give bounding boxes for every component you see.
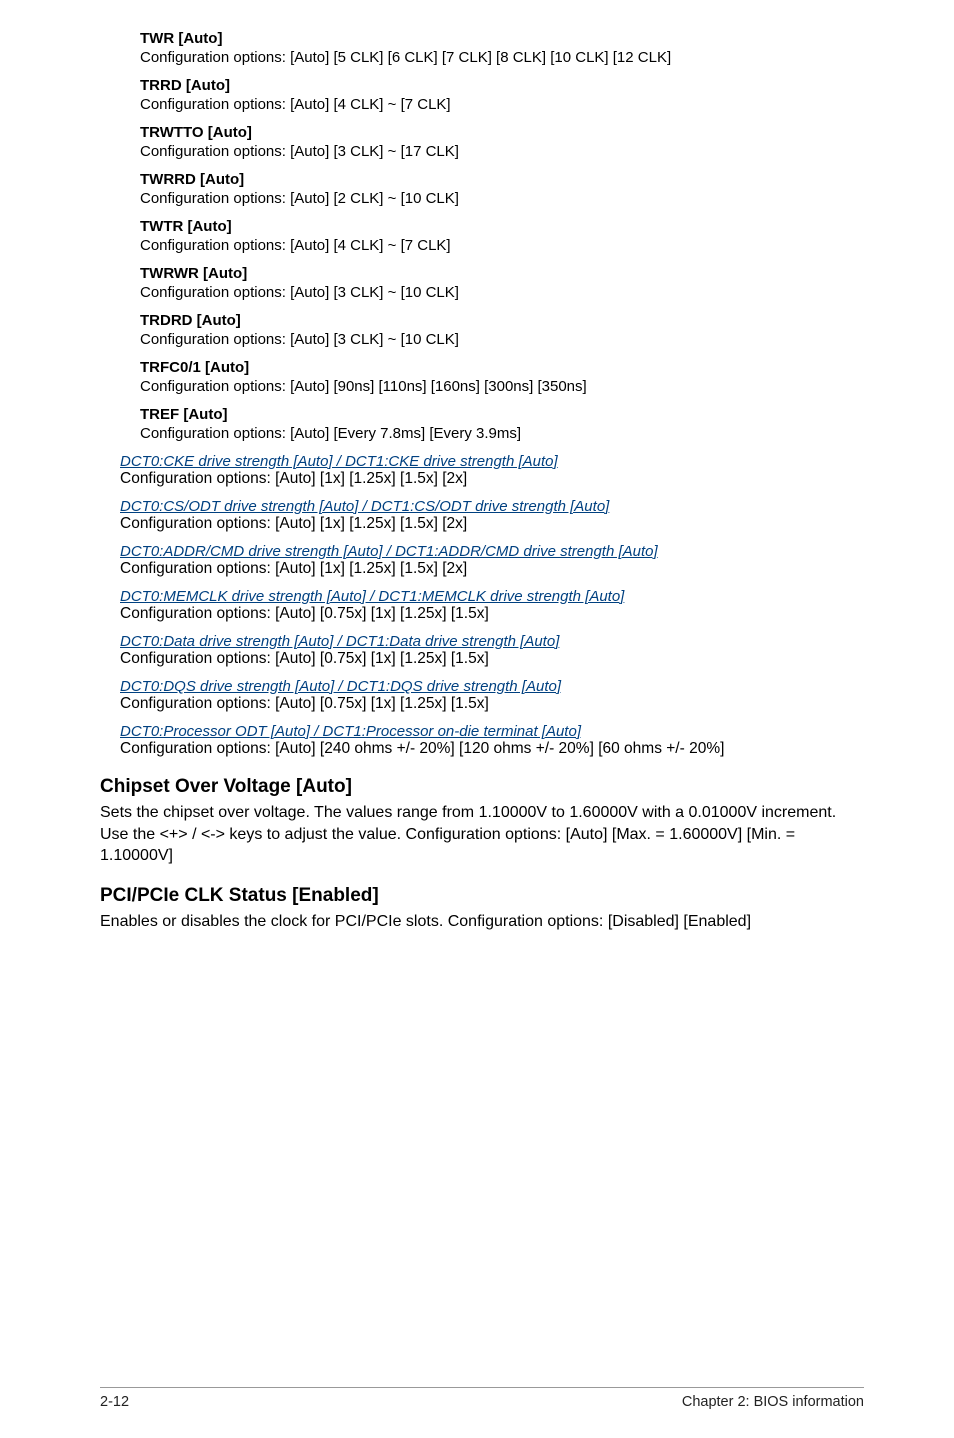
timing-desc: Configuration options: [Auto] [3 CLK] ~ … xyxy=(140,284,864,301)
drive-link[interactable]: DCT0:CKE drive strength [Auto] / DCT1:CK… xyxy=(120,453,864,470)
drive-desc: Configuration options: [Auto] [240 ohms … xyxy=(120,740,864,758)
footer-chapter-label: Chapter 2: BIOS information xyxy=(682,1394,864,1410)
timing-title: TREF [Auto] xyxy=(140,406,864,423)
timing-item: TWRWR [Auto] Configuration options: [Aut… xyxy=(140,265,864,301)
timing-desc: Configuration options: [Auto] [Every 7.8… xyxy=(140,425,864,442)
timing-desc: Configuration options: [Auto] [90ns] [11… xyxy=(140,378,864,395)
timing-list: TWR [Auto] Configuration options: [Auto]… xyxy=(140,30,864,442)
drive-desc: Configuration options: [Auto] [0.75x] [1… xyxy=(120,605,864,623)
drive-link[interactable]: DCT0:MEMCLK drive strength [Auto] / DCT1… xyxy=(120,588,864,605)
timing-title: TWTR [Auto] xyxy=(140,218,864,235)
drive-link[interactable]: DCT0:DQS drive strength [Auto] / DCT1:DQ… xyxy=(120,678,864,695)
drive-link[interactable]: DCT0:CS/ODT drive strength [Auto] / DCT1… xyxy=(120,498,864,515)
section-pci-title: PCI/PCIe CLK Status [Enabled] xyxy=(100,885,864,907)
drive-strength-list: DCT0:CKE drive strength [Auto] / DCT1:CK… xyxy=(120,453,864,758)
drive-desc: Configuration options: [Auto] [1x] [1.25… xyxy=(120,515,864,533)
drive-desc: Configuration options: [Auto] [1x] [1.25… xyxy=(120,470,864,488)
drive-link[interactable]: DCT0:Data drive strength [Auto] / DCT1:D… xyxy=(120,633,864,650)
timing-item: TWR [Auto] Configuration options: [Auto]… xyxy=(140,30,864,66)
timing-item: TREF [Auto] Configuration options: [Auto… xyxy=(140,406,864,442)
timing-desc: Configuration options: [Auto] [4 CLK] ~ … xyxy=(140,237,864,254)
timing-item: TRWTTO [Auto] Configuration options: [Au… xyxy=(140,124,864,160)
drive-desc: Configuration options: [Auto] [1x] [1.25… xyxy=(120,560,864,578)
drive-link[interactable]: DCT0:ADDR/CMD drive strength [Auto] / DC… xyxy=(120,543,864,560)
timing-title: TRDRD [Auto] xyxy=(140,312,864,329)
timing-desc: Configuration options: [Auto] [3 CLK] ~ … xyxy=(140,331,864,348)
timing-title: TWRRD [Auto] xyxy=(140,171,864,188)
timing-item: TRRD [Auto] Configuration options: [Auto… xyxy=(140,77,864,113)
timing-title: TRFC0/1 [Auto] xyxy=(140,359,864,376)
drive-desc: Configuration options: [Auto] [0.75x] [1… xyxy=(120,695,864,713)
drive-desc: Configuration options: [Auto] [0.75x] [1… xyxy=(120,650,864,668)
section-chipset-title: Chipset Over Voltage [Auto] xyxy=(100,776,864,798)
timing-title: TWR [Auto] xyxy=(140,30,864,47)
section-pci-body: Enables or disables the clock for PCI/PC… xyxy=(100,911,864,933)
timing-desc: Configuration options: [Auto] [4 CLK] ~ … xyxy=(140,96,864,113)
timing-item: TRDRD [Auto] Configuration options: [Aut… xyxy=(140,312,864,348)
page: TWR [Auto] Configuration options: [Auto]… xyxy=(0,0,954,1438)
timing-desc: Configuration options: [Auto] [5 CLK] [6… xyxy=(140,49,864,66)
timing-desc: Configuration options: [Auto] [2 CLK] ~ … xyxy=(140,190,864,207)
timing-item: TRFC0/1 [Auto] Configuration options: [A… xyxy=(140,359,864,395)
timing-title: TRRD [Auto] xyxy=(140,77,864,94)
timing-item: TWRRD [Auto] Configuration options: [Aut… xyxy=(140,171,864,207)
section-chipset-body: Sets the chipset over voltage. The value… xyxy=(100,802,864,867)
timing-item: TWTR [Auto] Configuration options: [Auto… xyxy=(140,218,864,254)
timing-desc: Configuration options: [Auto] [3 CLK] ~ … xyxy=(140,143,864,160)
footer-page-number: 2-12 xyxy=(100,1394,129,1410)
page-footer: 2-12 Chapter 2: BIOS information xyxy=(100,1387,864,1410)
drive-link[interactable]: DCT0:Processor ODT [Auto] / DCT1:Process… xyxy=(120,723,864,740)
timing-title: TWRWR [Auto] xyxy=(140,265,864,282)
timing-title: TRWTTO [Auto] xyxy=(140,124,864,141)
